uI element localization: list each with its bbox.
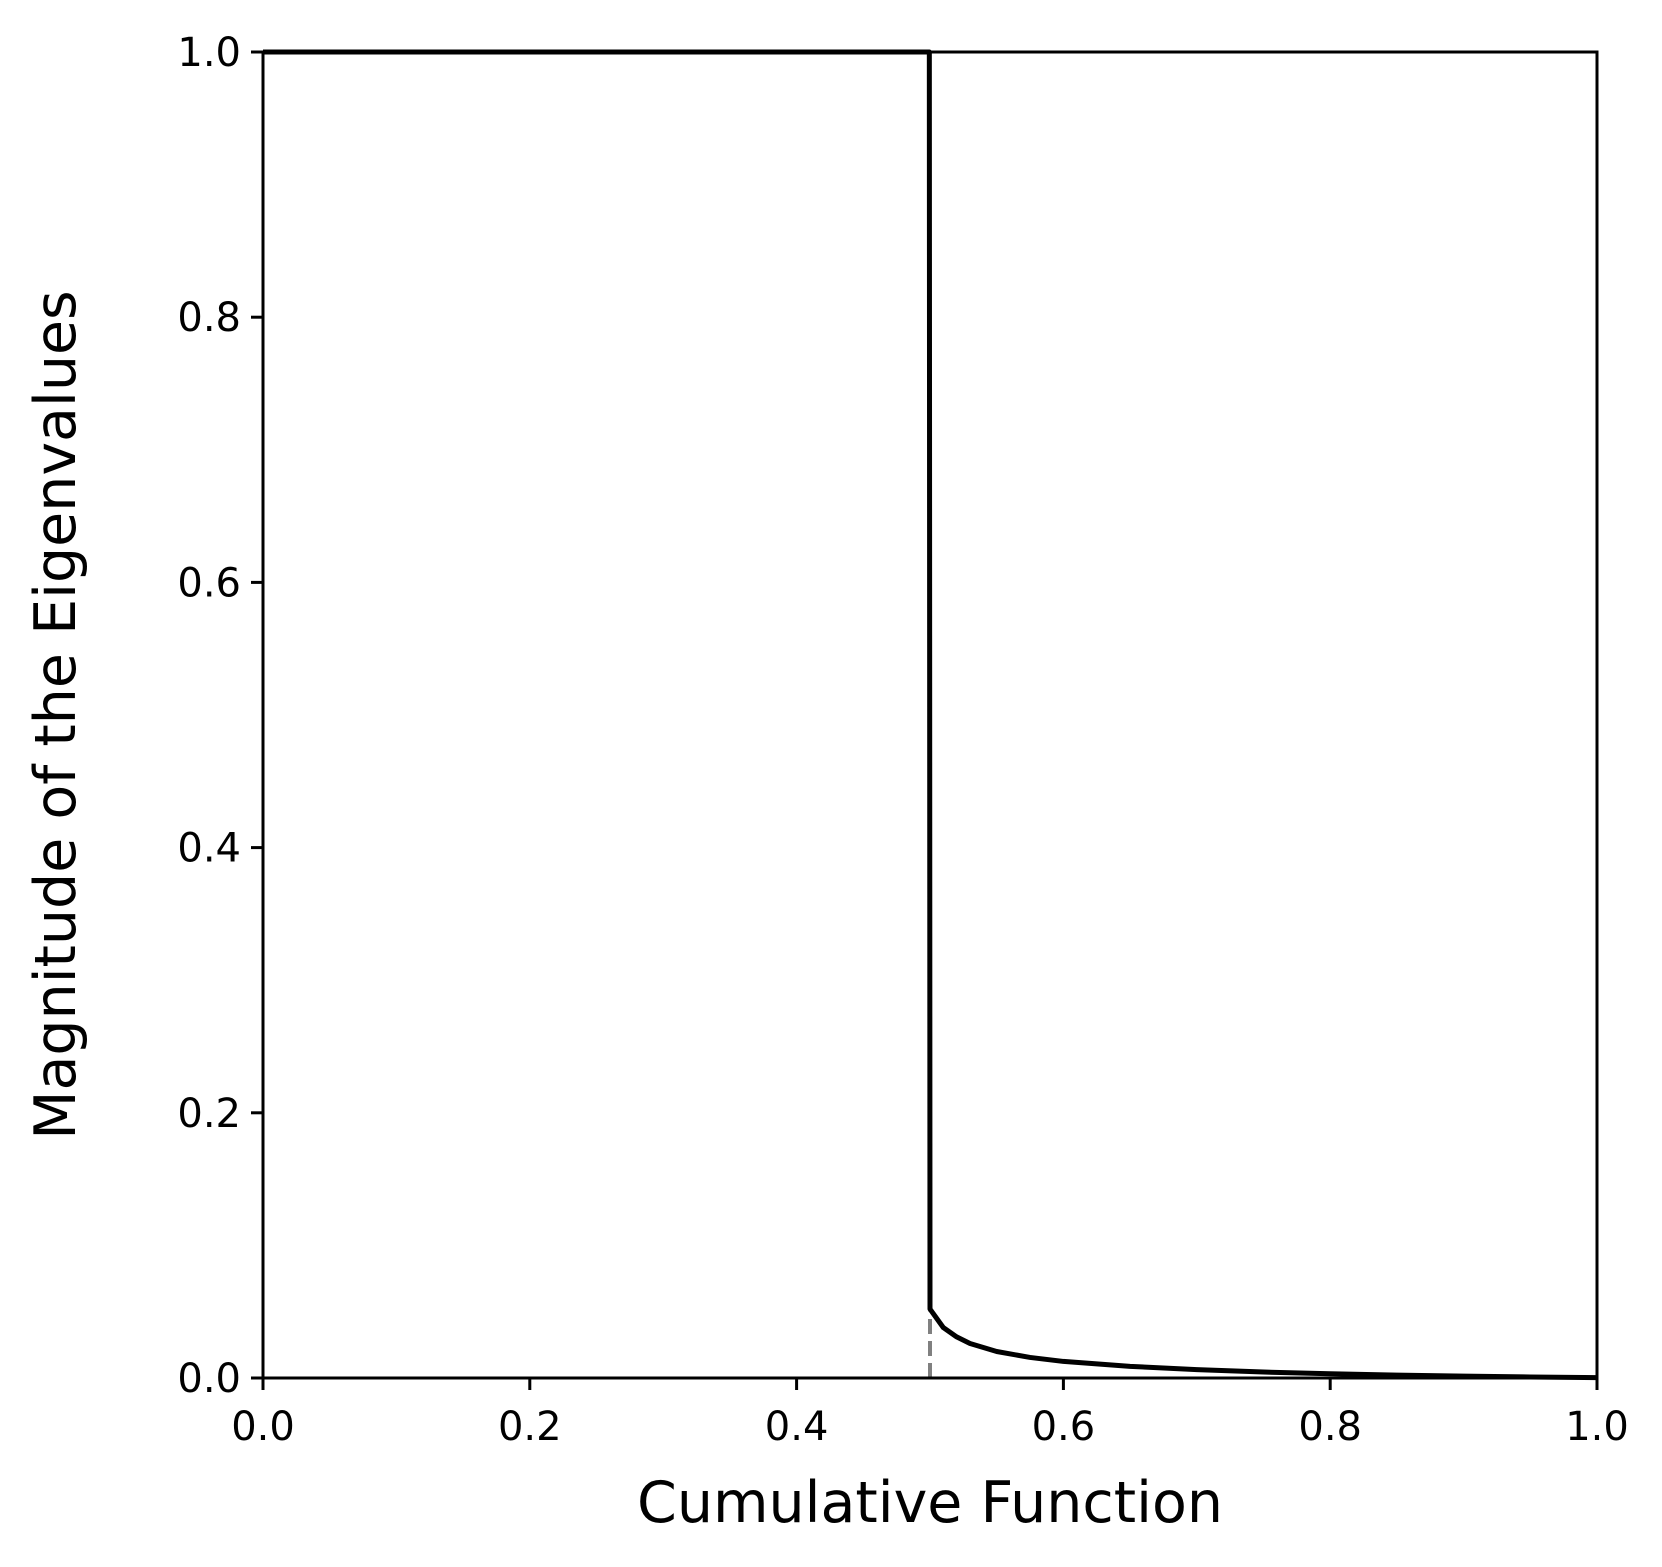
y-tick-label: 0.4 bbox=[177, 826, 241, 872]
y-tick-label: 0.6 bbox=[177, 560, 241, 606]
x-tick-label: 1.0 bbox=[1565, 1404, 1629, 1450]
series-layer bbox=[263, 49, 1598, 1381]
y-axis-label: Magnitude of the Eigenvalues bbox=[23, 290, 89, 1139]
x-tick-label: 0.0 bbox=[231, 1404, 295, 1450]
y-tick-label: 0.2 bbox=[177, 1091, 241, 1137]
x-axis-label: Cumulative Function bbox=[637, 1470, 1223, 1536]
x-tick-label: 0.2 bbox=[498, 1404, 562, 1450]
ticks-layer: 0.0 0.2 0.4 0.6 0.8 1.0 0.0 0.2 0.4 0.6 0.8 1.0 bbox=[177, 30, 1628, 1450]
y-tick-label: 0.0 bbox=[177, 1356, 241, 1402]
plot-frame bbox=[261, 50, 1599, 1380]
y-tick-label: 0.8 bbox=[177, 295, 241, 341]
x-tick-label: 0.6 bbox=[1032, 1404, 1096, 1450]
eigenvalue-curve bbox=[263, 49, 1598, 1381]
x-tick-label: 0.4 bbox=[765, 1404, 829, 1450]
y-tick-label: 1.0 bbox=[177, 30, 241, 76]
x-tick-label: 0.8 bbox=[1298, 1404, 1362, 1450]
